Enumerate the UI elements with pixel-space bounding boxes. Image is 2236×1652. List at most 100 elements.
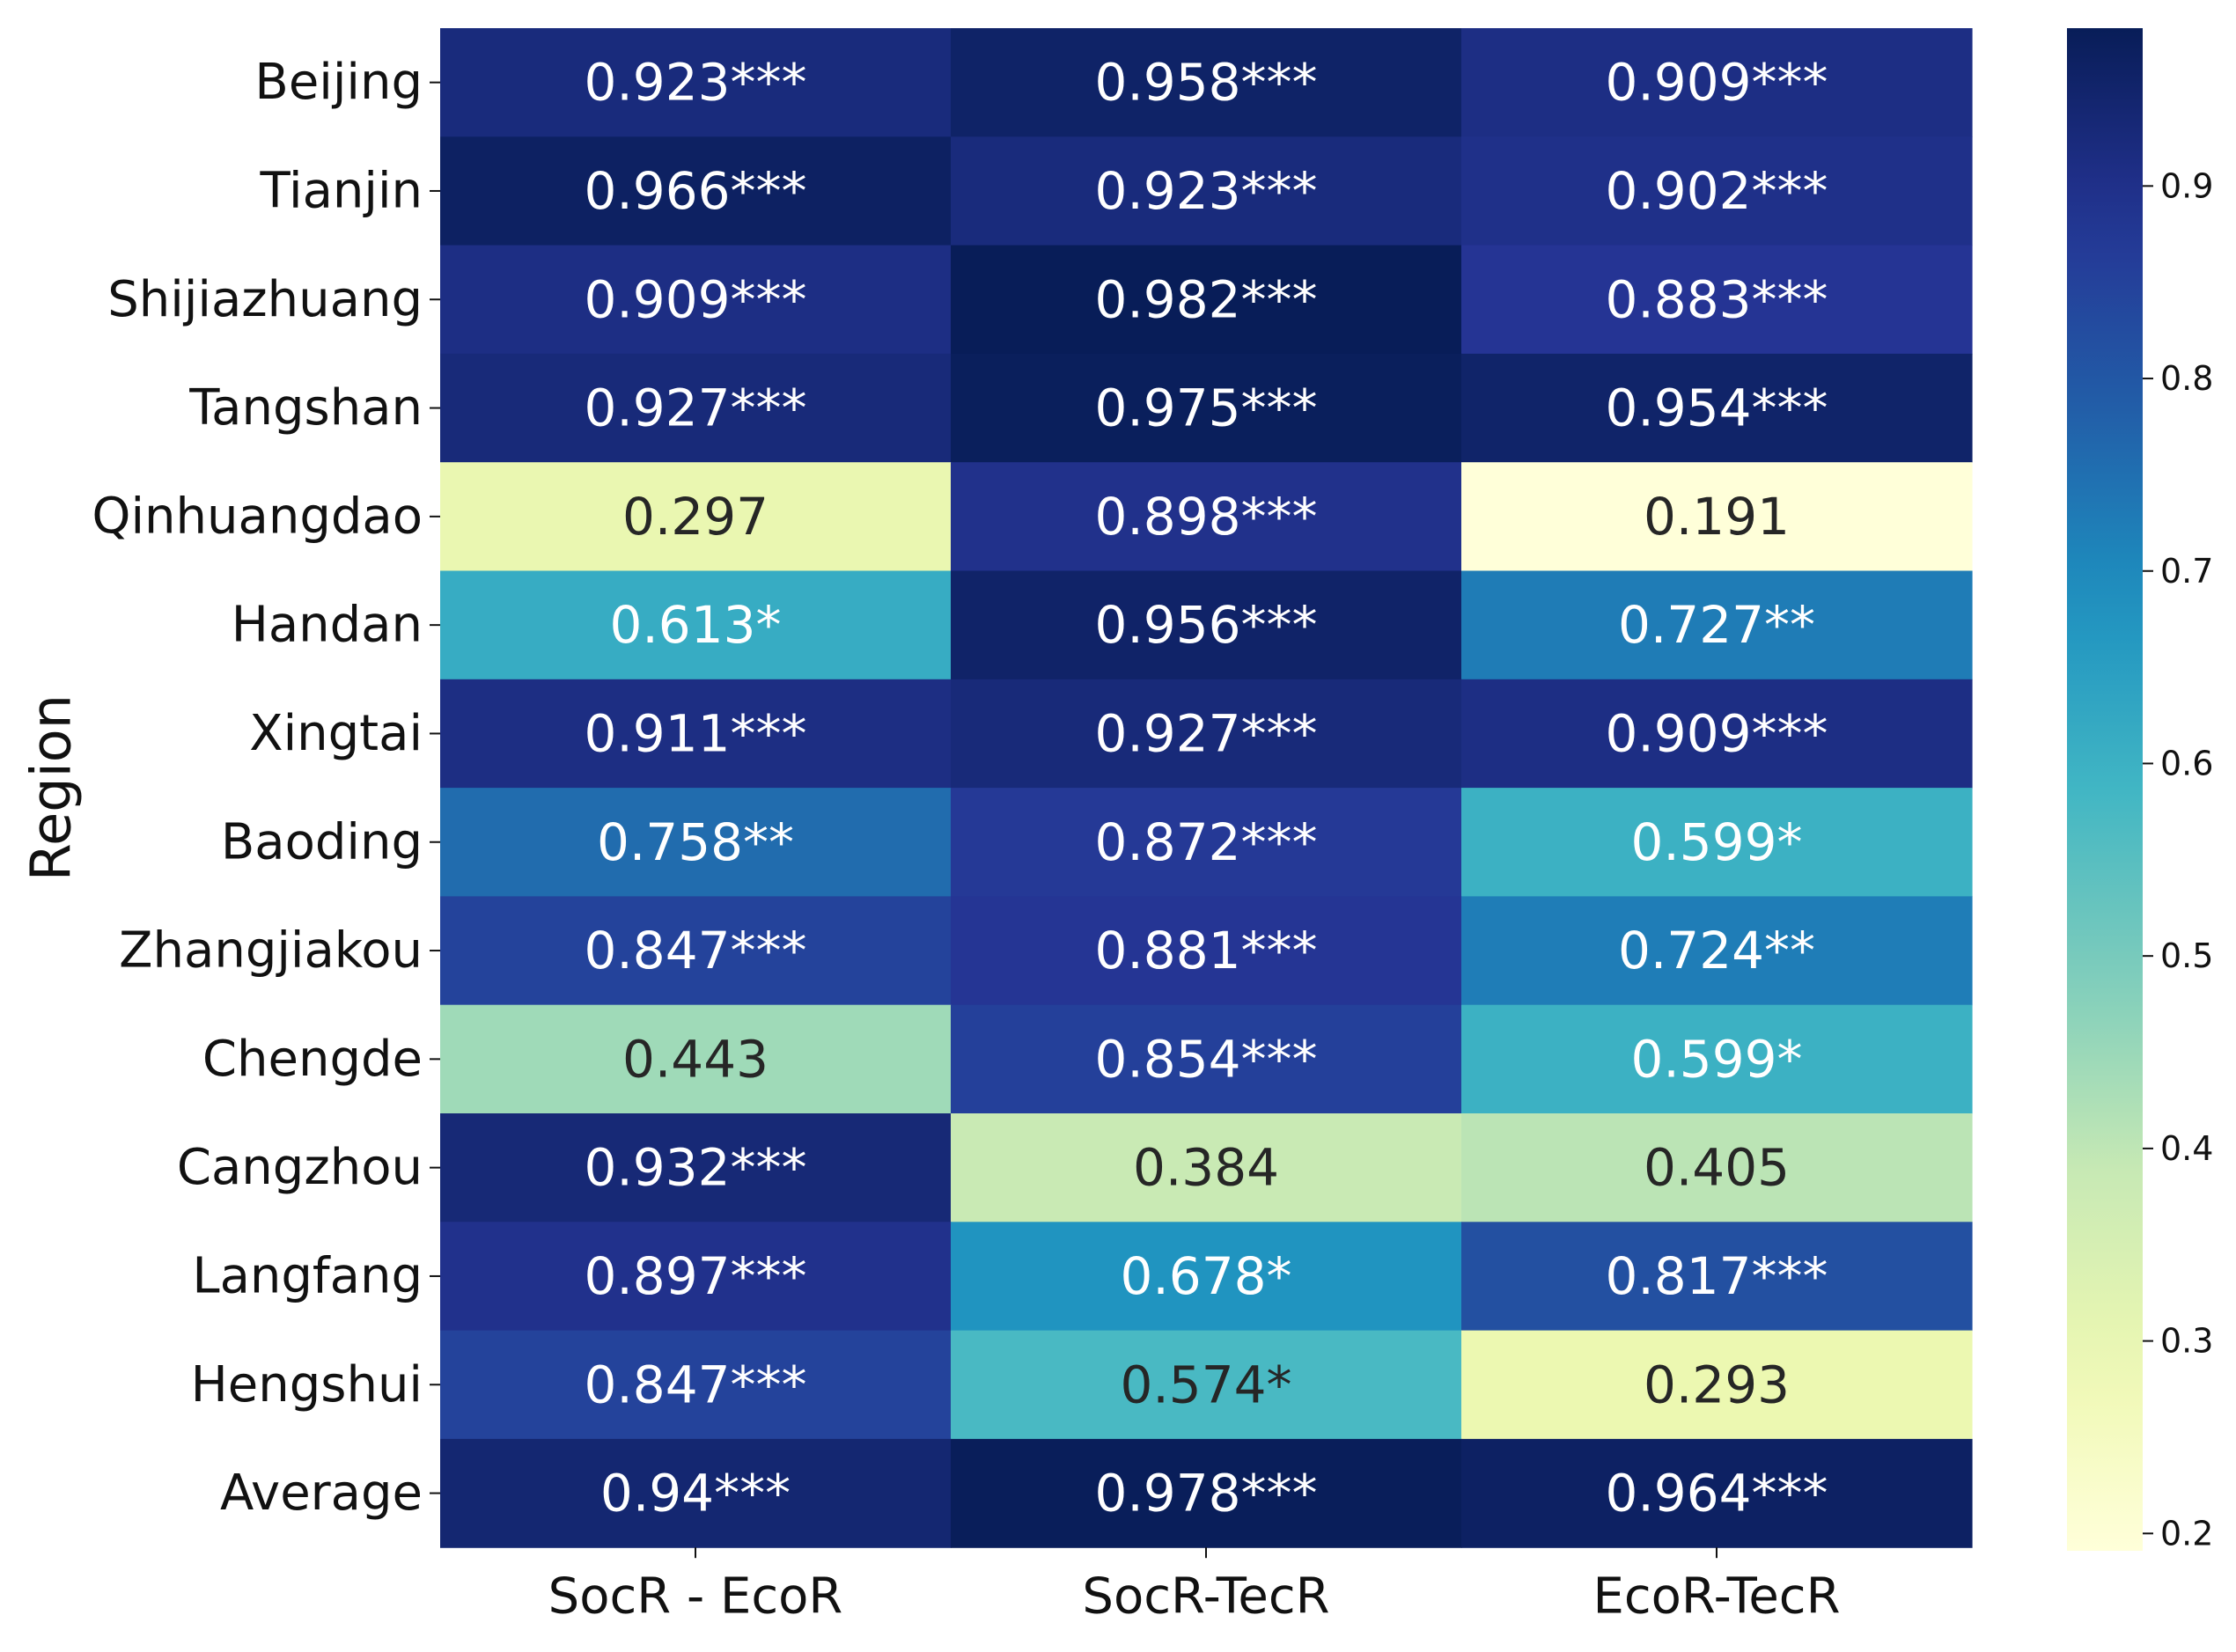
y-tick-label: Zhangjiakou [119, 922, 423, 980]
colorbar [2067, 28, 2143, 1551]
heatmap-cell [1461, 788, 1973, 897]
y-tick-label: Shijiazhuang [107, 271, 423, 328]
heatmap-cell [951, 353, 1462, 463]
heatmap-cell [440, 1330, 952, 1440]
heatmap-cell [1461, 570, 1973, 680]
cell-value-label: 0.872*** [1094, 812, 1317, 872]
heatmap-cell [440, 896, 952, 1006]
y-tick-label: Tianjin [260, 162, 423, 219]
heatmap-cell [1461, 136, 1973, 246]
heatmap-cell [951, 1222, 1462, 1332]
cell-value-label: 0.613* [609, 595, 781, 655]
cell-value-label: 0.727** [1618, 595, 1815, 655]
cell-value-label: 0.902*** [1605, 161, 1828, 221]
cell-value-label: 0.909*** [1605, 703, 1828, 763]
colorbar-tick-label: 0.2 [2160, 1514, 2213, 1553]
cell-value-label: 0.724** [1618, 921, 1815, 980]
heatmap-cell [951, 896, 1462, 1006]
cell-value-label: 0.443 [622, 1029, 769, 1089]
heatmap-cell [440, 1222, 952, 1332]
y-tick-label: Cangzhou [177, 1139, 423, 1196]
y-tick-label: Average [220, 1465, 423, 1522]
cell-value-label: 0.897*** [584, 1246, 806, 1306]
heatmap-cell [951, 1438, 1462, 1548]
y-tick-label: Qinhuangdao [92, 488, 423, 545]
cell-value-label: 0.758** [597, 812, 794, 872]
cell-value-label: 0.881*** [1094, 921, 1317, 980]
cell-value-label: 0.966*** [584, 161, 806, 221]
heatmap-cell [440, 1004, 952, 1114]
colorbar-tick-label: 0.7 [2160, 552, 2213, 591]
cell-value-label: 0.847*** [584, 1355, 806, 1414]
cell-value-label: 0.975*** [1094, 378, 1317, 438]
heatmap-cell [1461, 28, 1973, 137]
cell-value-label: 0.854*** [1094, 1029, 1317, 1089]
colorbar-tick-label: 0.3 [2160, 1322, 2213, 1361]
heatmap-cell [1461, 1438, 1973, 1548]
y-tick-label: Handan [232, 597, 423, 654]
y-tick-label: Beijing [254, 54, 423, 111]
cell-value-label: 0.94*** [600, 1464, 791, 1524]
cell-value-label: 0.927*** [1094, 703, 1317, 763]
heatmap-cell [440, 1438, 952, 1548]
y-tick-label: Tangshan [188, 379, 423, 437]
heatmap-cell [440, 788, 952, 897]
colorbar-tick-label: 0.4 [2160, 1129, 2213, 1168]
cell-value-label: 0.932*** [584, 1138, 806, 1198]
heatmap-cell [951, 1004, 1462, 1114]
heatmap-cell [1461, 353, 1973, 463]
heatmap-cell [951, 462, 1462, 572]
heatmap-cell [1461, 1330, 1973, 1440]
heatmap-cell [951, 1330, 1462, 1440]
cell-value-label: 0.911*** [584, 703, 806, 763]
y-tick-label: Baoding [221, 813, 423, 870]
colorbar-tick-label: 0.9 [2160, 166, 2213, 205]
cell-value-label: 0.384 [1133, 1138, 1279, 1198]
heatmap-cell [440, 136, 952, 246]
cell-value-label: 0.909*** [1605, 53, 1828, 113]
y-tick-label: Hengshui [191, 1356, 423, 1413]
cell-value-label: 0.191 [1644, 487, 1790, 547]
heatmap-cell [951, 245, 1462, 355]
heatmap-cell [440, 679, 952, 789]
cell-value-label: 0.909*** [584, 269, 806, 329]
heatmap-cell [951, 570, 1462, 680]
cell-value-label: 0.978*** [1094, 1464, 1317, 1524]
heatmap-cell [1461, 679, 1973, 789]
cell-value-label: 0.297 [622, 487, 769, 547]
cell-value-label: 0.817*** [1605, 1246, 1828, 1306]
y-tick-label: Langfang [192, 1247, 423, 1304]
heatmap-cell [440, 353, 952, 463]
heatmap-cell [1461, 1222, 1973, 1332]
heatmap-cell [1461, 245, 1973, 355]
heatmap-cell [951, 28, 1462, 137]
y-axis-label: Region [19, 694, 84, 881]
cell-value-label: 0.898*** [1094, 487, 1317, 547]
cell-value-label: 0.956*** [1094, 595, 1317, 655]
heatmap-cell [1461, 462, 1973, 572]
cell-value-label: 0.954*** [1605, 378, 1828, 438]
x-tick-label: SocR-TecR [1082, 1568, 1329, 1626]
heatmap-cell [440, 28, 952, 137]
x-tick-label: EcoR-TecR [1593, 1568, 1841, 1626]
cell-value-label: 0.599* [1630, 812, 1802, 872]
cell-value-label: 0.847*** [584, 921, 806, 980]
cell-value-label: 0.405 [1644, 1138, 1790, 1198]
cell-value-label: 0.883*** [1605, 269, 1828, 329]
heatmap-cell [951, 679, 1462, 789]
heatmap-cell [440, 462, 952, 572]
cell-value-label: 0.964*** [1605, 1464, 1828, 1524]
heatmap-cell [1461, 1004, 1973, 1114]
cell-value-label: 0.923*** [584, 53, 806, 113]
heatmap-cell [1461, 896, 1973, 1006]
cell-value-label: 0.923*** [1094, 161, 1317, 221]
cell-value-label: 0.678* [1120, 1246, 1291, 1306]
heatmap-cell [951, 136, 1462, 246]
y-tick-label: Chengde [202, 1031, 423, 1088]
heatmap-cell [951, 788, 1462, 897]
cell-value-label: 0.293 [1644, 1355, 1790, 1414]
cell-value-label: 0.599* [1630, 1029, 1802, 1089]
heatmap-cell [951, 1113, 1462, 1222]
